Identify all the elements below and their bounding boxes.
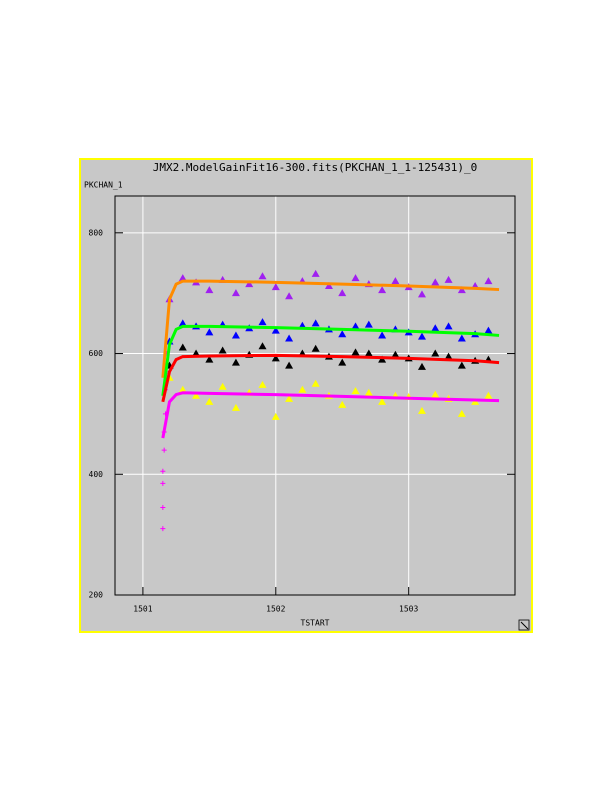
triangle-point xyxy=(298,385,307,393)
triangle-point xyxy=(205,286,214,294)
y-tick-label: 200 xyxy=(89,591,104,600)
cross-point xyxy=(160,504,166,510)
triangle-point xyxy=(484,391,493,399)
triangle-point xyxy=(271,412,280,420)
triangle-point xyxy=(338,400,347,408)
triangle-point xyxy=(338,330,347,338)
triangle-point xyxy=(178,319,187,327)
plot-frame xyxy=(114,195,516,596)
triangle-point xyxy=(258,272,267,280)
triangle-point xyxy=(378,331,387,339)
triangle-point xyxy=(444,352,453,360)
triangle-point xyxy=(285,361,294,369)
triangle-point xyxy=(338,289,347,297)
triangle-point xyxy=(311,269,320,277)
chart-title: JMX2.ModelGainFit16-300.fits(PKCHAN_1_1-… xyxy=(153,161,478,174)
triangle-point xyxy=(205,397,214,405)
cross-point xyxy=(160,468,166,474)
y-tick-label: 800 xyxy=(89,228,104,237)
triangle-point xyxy=(178,385,187,393)
triangle-point xyxy=(218,382,227,390)
fit-line xyxy=(161,353,500,403)
triangle-point xyxy=(457,334,466,342)
cross-point xyxy=(160,480,166,486)
triangle-point xyxy=(351,274,360,282)
triangle-point xyxy=(178,343,187,351)
triangle-point xyxy=(457,409,466,417)
triangle-point xyxy=(258,380,267,388)
triangle-point xyxy=(364,388,373,396)
triangle-point xyxy=(231,289,240,297)
triangle-point xyxy=(431,324,440,332)
triangle-point xyxy=(431,390,440,398)
triangle-point xyxy=(457,286,466,294)
fit-line xyxy=(161,279,500,378)
triangle-point xyxy=(258,342,267,350)
triangle-point xyxy=(351,386,360,394)
y-tick-label: 600 xyxy=(89,349,104,358)
triangle-point xyxy=(417,290,426,298)
triangle-point xyxy=(378,397,387,405)
triangle-point xyxy=(285,394,294,402)
triangle-point xyxy=(311,379,320,387)
triangle-point xyxy=(338,358,347,366)
triangle-point xyxy=(431,278,440,286)
triangle-point xyxy=(364,349,373,357)
triangle-point xyxy=(285,292,294,300)
triangle-point xyxy=(192,391,201,399)
triangle-point xyxy=(457,361,466,369)
fit-line xyxy=(161,391,500,439)
triangle-point xyxy=(231,331,240,339)
triangle-point xyxy=(271,283,280,291)
triangle-point xyxy=(311,344,320,352)
triangle-point xyxy=(324,281,333,289)
triangle-point xyxy=(271,326,280,334)
y-tick-label: 400 xyxy=(89,470,104,479)
triangle-point xyxy=(205,328,214,336)
triangle-point xyxy=(205,355,214,363)
triangle-point xyxy=(417,406,426,414)
triangle-point xyxy=(311,319,320,327)
triangle-point xyxy=(231,358,240,366)
triangle-point xyxy=(391,350,400,358)
triangle-point xyxy=(258,318,267,326)
triangle-point xyxy=(431,349,440,357)
triangle-point xyxy=(444,275,453,283)
triangle-point xyxy=(231,403,240,411)
fit-line xyxy=(161,324,500,396)
triangle-point xyxy=(285,334,294,342)
triangle-point xyxy=(484,326,493,334)
triangle-point xyxy=(351,348,360,356)
triangle-point xyxy=(178,274,187,282)
cross-point xyxy=(161,447,167,453)
triangle-point xyxy=(364,320,373,328)
cross-point xyxy=(160,526,166,532)
triangle-point xyxy=(484,277,493,285)
x-tick-label: 1501 xyxy=(133,605,152,614)
triangle-point xyxy=(378,286,387,294)
triangle-point xyxy=(351,322,360,330)
triangle-point xyxy=(218,346,227,354)
triangle-point xyxy=(444,322,453,330)
x-tick-label: 1503 xyxy=(399,605,418,614)
triangle-point xyxy=(417,332,426,340)
x-tick-label: 1502 xyxy=(266,605,285,614)
triangle-point xyxy=(245,280,254,288)
triangle-point xyxy=(391,277,400,285)
x-axis-label: TSTART xyxy=(301,619,330,628)
resize-icon[interactable] xyxy=(518,619,530,631)
triangle-point xyxy=(417,362,426,370)
triangle-point xyxy=(271,354,280,362)
y-axis-label: PKCHAN_1 xyxy=(84,181,123,190)
